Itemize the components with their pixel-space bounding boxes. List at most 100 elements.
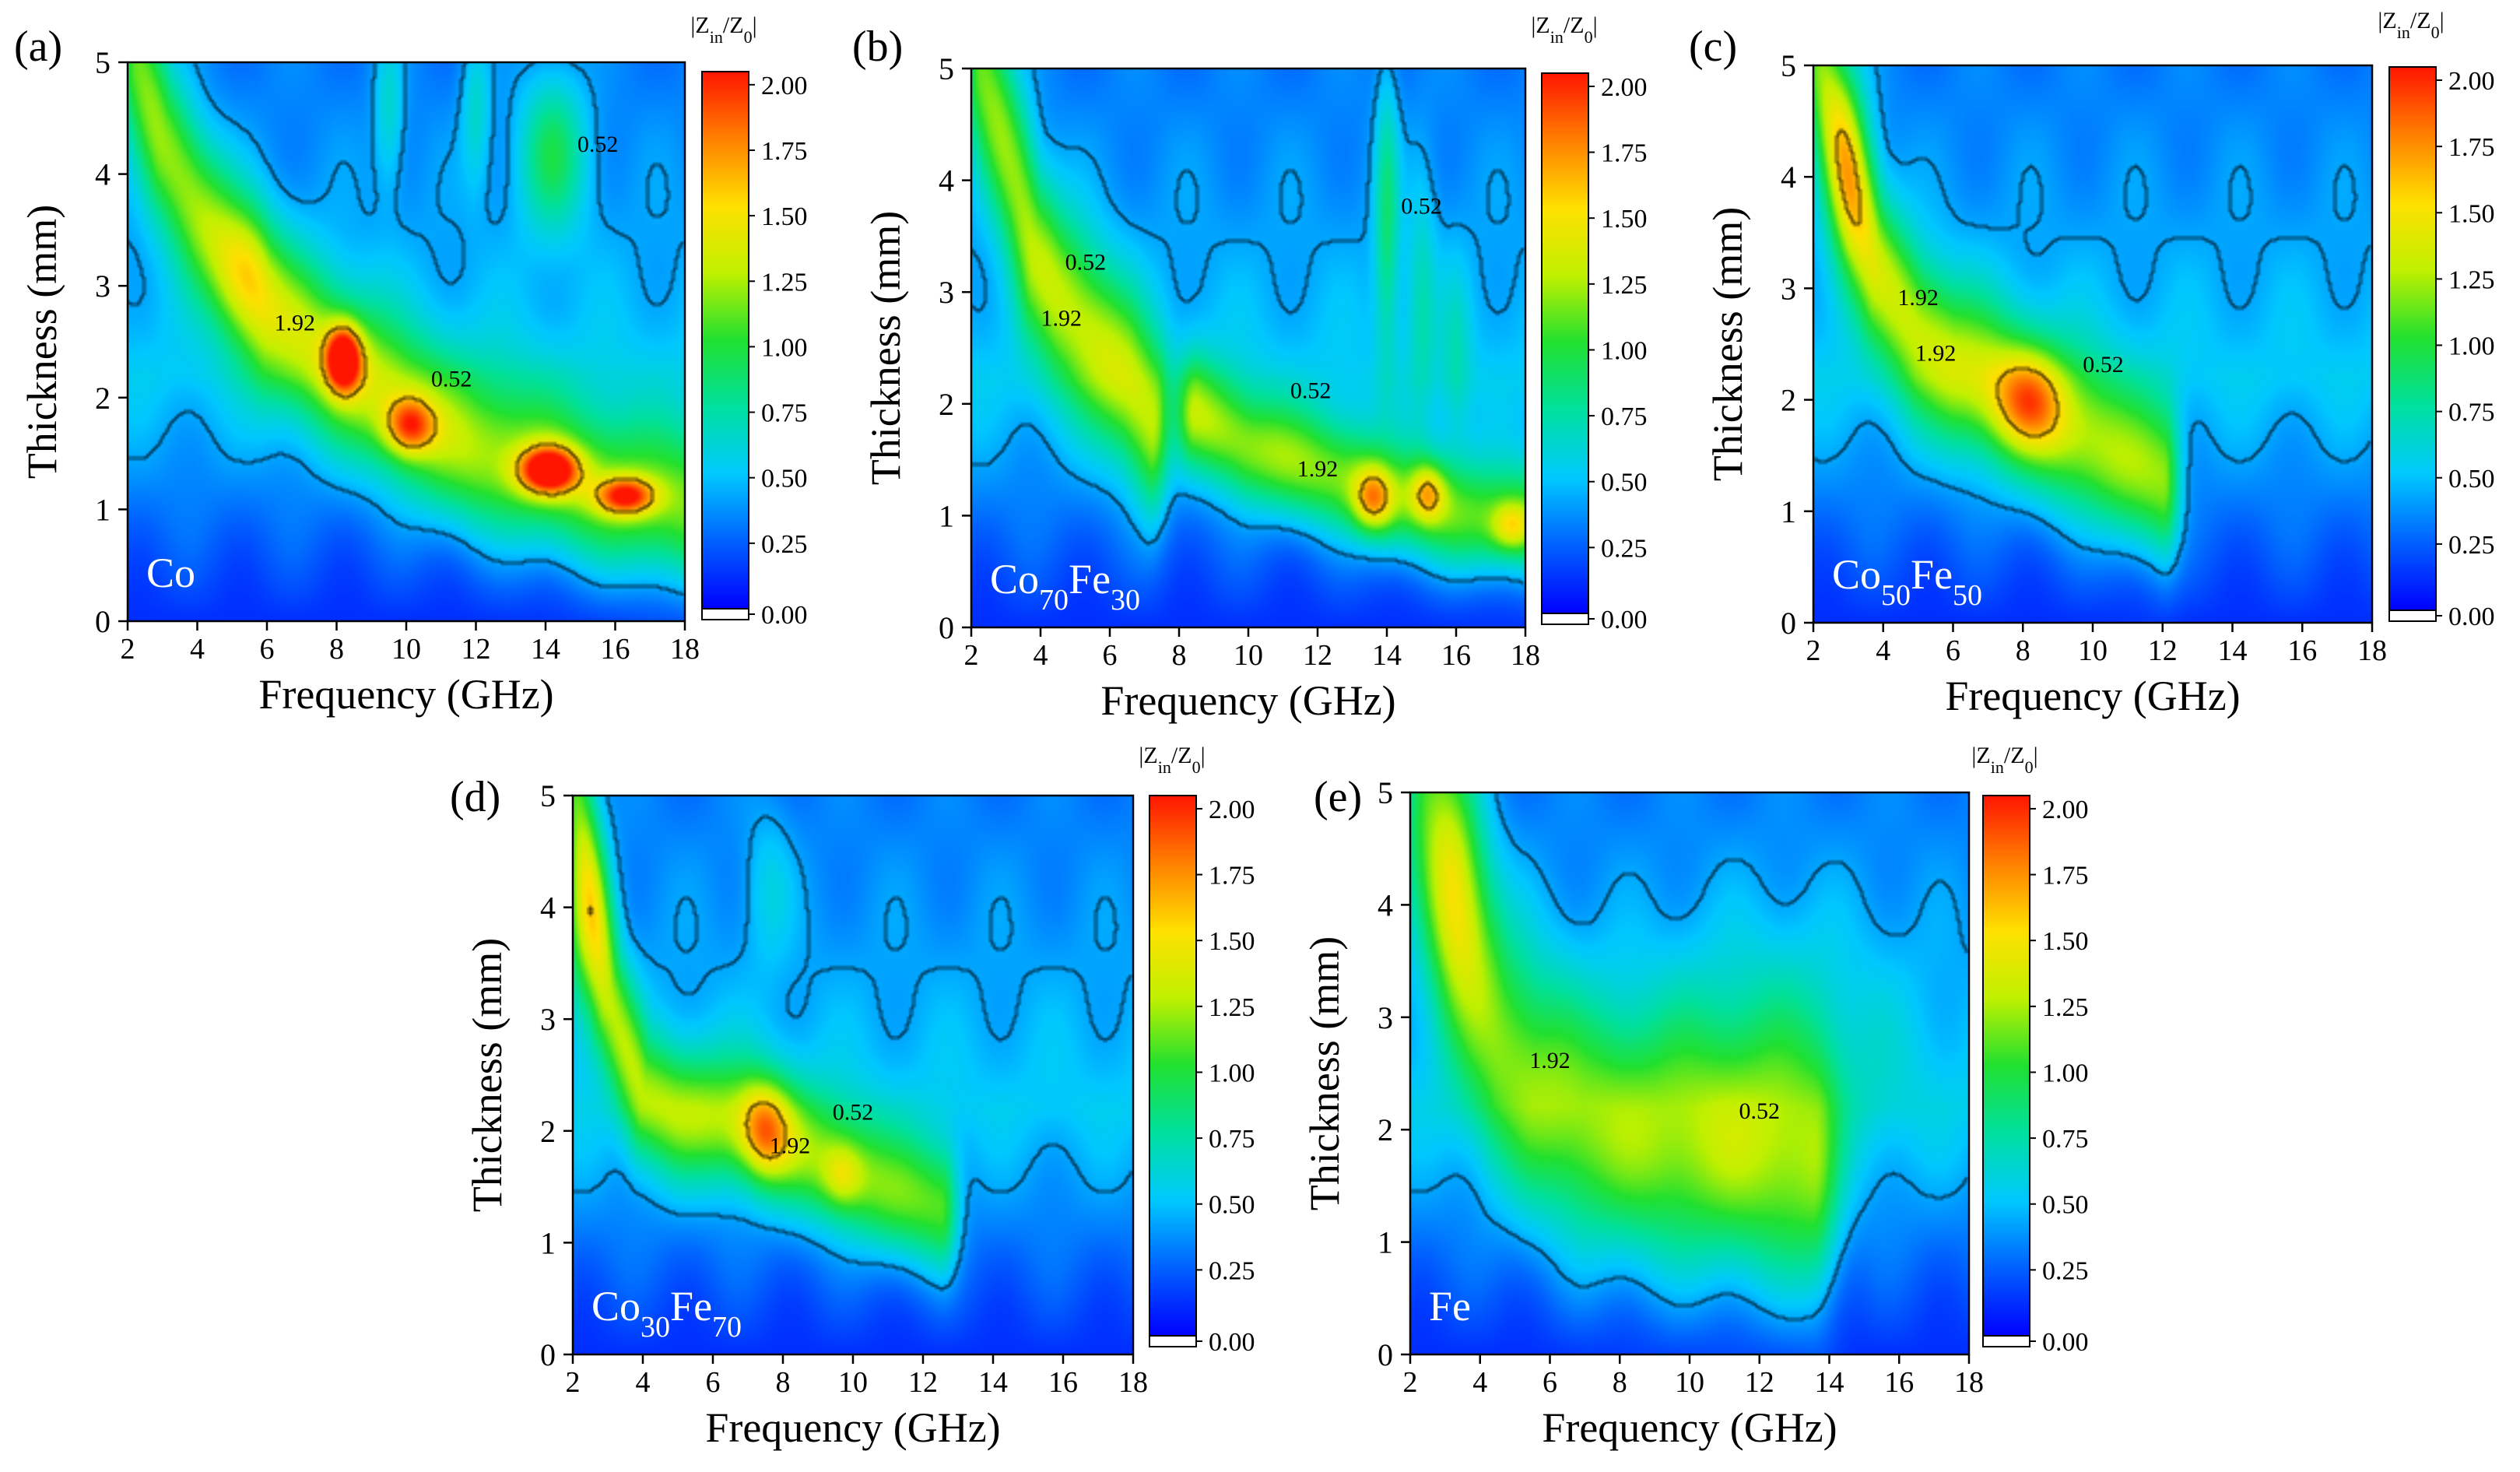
heatmap-image (1813, 65, 2372, 623)
colorbar-tick-label: 1.25 (2042, 993, 2089, 1022)
y-tick-label: 5 (95, 45, 111, 80)
y-tick-label: 0 (95, 604, 111, 639)
colorbar-tick-label: 0.00 (1209, 1328, 1255, 1357)
colorbar-tick-label: 2.00 (1209, 796, 1255, 824)
x-tick-label: 6 (706, 1366, 721, 1399)
x-tick-label: 2 (1806, 634, 1821, 667)
colorbar-tick-label: 0.00 (2448, 603, 2495, 631)
y-tick-label: 1 (939, 498, 954, 533)
sample-label: Co70Fe30 (990, 556, 1140, 617)
colorbar-title: |Zin/Z0| (2378, 8, 2444, 42)
colorbar-title: |Zin/Z0| (1139, 743, 1205, 777)
x-tick-label: 8 (2016, 634, 2030, 667)
colorbar-tick-label: 1.50 (761, 202, 808, 231)
colorbar-tick-label: 0.50 (761, 465, 808, 494)
y-tick-label: 3 (540, 1002, 556, 1037)
colorbar-tick-label: 0.50 (2042, 1191, 2089, 1220)
colorbar-tick-label: 1.00 (2448, 332, 2495, 361)
x-tick-label: 6 (1946, 634, 1960, 667)
x-tick-label: 8 (1613, 1366, 1627, 1399)
y-axis-label: Thickness (mm) (1301, 936, 1348, 1210)
colorbar-frame (1982, 795, 2030, 1337)
colorbar-under-swatch (1149, 1335, 1197, 1347)
contour-label: 1.92 (1041, 305, 1082, 331)
sample-label: Fe (1429, 1283, 1471, 1330)
colorbar-tick-label: 2.00 (2042, 796, 2089, 824)
contour-label: 0.52 (1401, 194, 1442, 220)
x-tick-label: 10 (1675, 1366, 1704, 1399)
heatmap-image (971, 69, 1525, 627)
y-tick-label: 5 (1781, 48, 1796, 83)
colorbar-tick-label: 0.25 (2042, 1256, 2089, 1285)
heatmap-image (1410, 792, 1969, 1354)
colorbar-tick-label: 1.75 (2042, 862, 2089, 891)
x-tick-label: 10 (391, 633, 421, 666)
colorbar-under-swatch (1982, 1335, 2030, 1347)
colorbar (1983, 796, 2030, 1336)
contour-label: 1.92 (1529, 1048, 1571, 1073)
y-tick-label: 1 (95, 492, 111, 527)
x-tick-label: 4 (1034, 639, 1048, 672)
colorbar (1149, 796, 1196, 1336)
colorbar-tick-label: 0.25 (2448, 531, 2495, 560)
panel-label: (c) (1689, 23, 1737, 71)
panel-c: 1.921.92 0.522 4 6 8 10 12 14 16 18012345Frequenc… (1689, 8, 2495, 719)
y-tick-label: 3 (95, 269, 111, 304)
colorbar-tick-label: 0.75 (1601, 402, 1648, 431)
x-tick-label: 18 (2357, 634, 2387, 667)
x-tick-label: 16 (2287, 634, 2317, 667)
panel-a: 0.520.521.922 4 6 8 10 12 14 16 18012345Frequenc… (14, 12, 808, 718)
x-tick-label: 16 (601, 633, 630, 666)
colorbar-under-swatch (701, 608, 749, 620)
x-axis-label: Frequency (GHz) (1945, 673, 2240, 719)
colorbar (1542, 73, 1588, 613)
panel-label: (e) (1314, 773, 1362, 821)
y-tick-label: 1 (540, 1225, 556, 1260)
x-tick-label: 14 (1372, 639, 1402, 672)
x-tick-label: 14 (531, 633, 560, 666)
colorbar-tick-label: 1.25 (1601, 271, 1648, 300)
colorbar-tick-label: 0.00 (2042, 1328, 2089, 1357)
colorbar-tick-label: 2.00 (2448, 67, 2495, 96)
colorbar-tick-label: 1.75 (2448, 133, 2495, 162)
panel-label: (a) (14, 23, 62, 71)
y-tick-label: 0 (1781, 606, 1796, 641)
colorbar-title: |Zin/Z0| (1971, 743, 2037, 777)
y-tick-label: 0 (540, 1337, 556, 1372)
sample-label: Co50Fe50 (1832, 551, 1982, 612)
x-tick-label: 2 (964, 639, 979, 672)
y-axis-label: Thickness (mm) (19, 205, 65, 479)
x-tick-label: 16 (1441, 639, 1471, 672)
y-tick-label: 5 (939, 51, 954, 86)
x-tick-label: 10 (1234, 639, 1263, 672)
x-tick-label: 16 (1048, 1366, 1078, 1399)
x-tick-label: 12 (1745, 1366, 1774, 1399)
x-tick-label: 4 (1876, 634, 1890, 667)
x-tick-label: 12 (2148, 634, 2178, 667)
colorbar-under-swatch (2388, 610, 2437, 622)
colorbar-frame (1149, 795, 1197, 1337)
x-tick-label: 10 (838, 1366, 868, 1399)
x-tick-label: 8 (776, 1366, 791, 1399)
x-tick-label: 12 (908, 1366, 938, 1399)
panel-label: (b) (852, 23, 903, 71)
colorbar-tick-label: 0.50 (2448, 465, 2495, 494)
colorbar-tick-label: 1.00 (1209, 1059, 1255, 1087)
y-tick-label: 3 (1378, 1000, 1393, 1035)
colorbar-tick-label: 0.75 (2042, 1125, 2089, 1154)
colorbar-tick-label: 0.00 (761, 601, 808, 630)
colorbar-tick-label: 1.50 (2448, 199, 2495, 228)
colorbar-tick-label: 1.75 (761, 137, 808, 166)
y-tick-label: 4 (1781, 160, 1796, 195)
colorbar-tick-label: 1.25 (1209, 993, 1255, 1022)
colorbar-tick-label: 0.75 (2448, 399, 2495, 427)
x-axis-label: Frequency (GHz) (258, 671, 553, 718)
y-tick-label: 5 (540, 778, 556, 813)
contour-label: 0.52 (1739, 1098, 1781, 1124)
panel-label: (d) (450, 773, 500, 821)
x-tick-label: 2 (121, 633, 135, 666)
y-tick-label: 4 (95, 157, 111, 192)
